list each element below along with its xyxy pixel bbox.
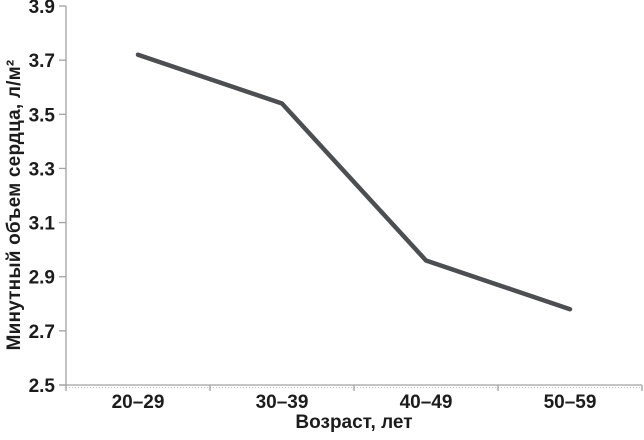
y-tick-label: 2.9 <box>29 268 55 289</box>
data-line <box>135 52 573 312</box>
y-tick-label: 3.7 <box>29 51 55 72</box>
y-tick-label: 3.9 <box>29 0 55 18</box>
y-tick-label: 2.7 <box>29 322 55 343</box>
y-tick-label: 3.1 <box>29 214 56 235</box>
x-axis-title: Возраст, лет <box>295 412 413 433</box>
y-tick-label: 3.3 <box>29 159 55 180</box>
x-tick-label: 20–29 <box>112 392 165 413</box>
x-tick-label: 30–39 <box>256 392 309 413</box>
y-tick-label: 2.5 <box>29 376 56 397</box>
y-tick-label: 3.5 <box>29 105 56 126</box>
x-tick-label: 40–49 <box>400 392 453 413</box>
x-tick-label: 50–59 <box>544 392 597 413</box>
